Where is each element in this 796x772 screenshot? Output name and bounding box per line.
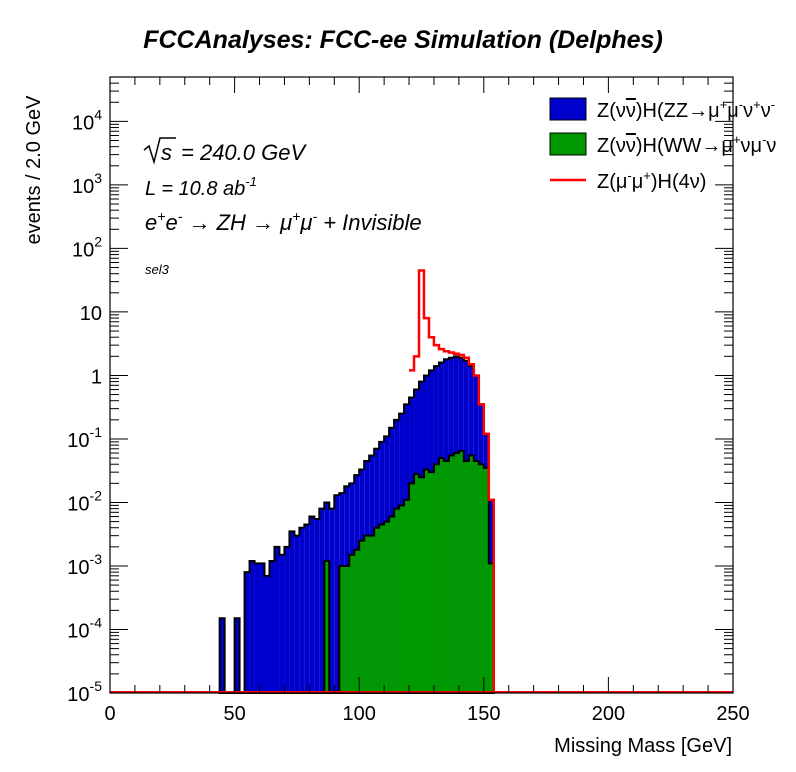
series-2-line [409, 269, 496, 693]
x-tick-label: 200 [592, 703, 625, 725]
x-tick-label: 150 [467, 703, 500, 725]
bar-series-0-bin-7 [269, 560, 275, 693]
bar-series-1-bin-11 [389, 516, 395, 693]
series-0-outline [218, 355, 495, 694]
bar-series-0-bin-1 [234, 618, 240, 693]
bar-series-1-bin-18 [423, 469, 429, 693]
sqrt-s-value: = 240.0 GeV [181, 140, 307, 165]
bar-series-0-bin-0 [219, 618, 225, 693]
bar-series-1-bin-8 [374, 527, 380, 693]
bar-series-1-bin-22 [443, 460, 449, 693]
process-text: e+e- → ZH → μ+μ- + Invisible [145, 208, 422, 235]
bar-series-0-bin-19 [329, 508, 335, 693]
x-tick-label: 250 [716, 703, 749, 725]
legend-swatch-ww [549, 132, 587, 156]
y-tick-label: 10-2 [67, 487, 102, 515]
annotation-lumi: L = 10.8 ab-1 [145, 174, 257, 200]
bar-series-0-bin-16 [314, 518, 320, 693]
bar-series-1-bin-19 [428, 472, 434, 693]
bar-series-0-bin-17 [319, 508, 325, 693]
bar-series-0-bin-8 [274, 546, 280, 693]
y-tick-label: 102 [72, 233, 102, 261]
bar-series-1-bin-15 [409, 483, 415, 693]
x-tick-label: 100 [343, 703, 376, 725]
bar-series-0-bin-3 [249, 560, 255, 693]
legend-label-signal: Z(μ-μ+)H(4ν) [597, 168, 706, 193]
bar-series-1-bin-3 [349, 554, 355, 693]
bar-series-0-bin-4 [254, 563, 260, 693]
bar-series-0-bin-6 [264, 575, 270, 693]
axes: 0 50 100 150 200 250 10-5 10-4 10-3 10-2 10-1 1 10 10… [67, 76, 750, 725]
sqrt-symbol-icon [143, 137, 176, 165]
bar-series-0-bin-20 [334, 495, 340, 693]
bar-series-1-bin-28 [473, 460, 479, 693]
bar-series-1-bin-23 [448, 455, 454, 693]
x-axis-label: Missing Mass [GeV] [554, 735, 732, 757]
y-tick-label: 104 [72, 106, 102, 134]
bar-series-0-bin-10 [284, 546, 290, 693]
y-tick-label: 103 [72, 170, 102, 198]
legend-swatch-zz [549, 97, 587, 121]
bar-series-1-bin-31 [488, 563, 494, 693]
bar-series-1-bin-10 [384, 521, 390, 693]
y-tick-label: 10-4 [67, 614, 102, 642]
sqrt-s-s: s [161, 140, 172, 165]
selection-label: sel3 [145, 262, 170, 277]
y-tick-label: 10-1 [67, 424, 102, 452]
bar-series-1-bin-4 [354, 549, 360, 693]
bar-series-0-bin-2 [244, 572, 250, 693]
annotation-process: e+e- → ZH → μ+μ- + Invisible [145, 208, 422, 235]
bar-series-1-bin-0 [324, 560, 330, 693]
chart-title: FCCAnalyses: FCC-ee Simulation (Delphes) [143, 26, 663, 54]
y-tick-label: 10-3 [67, 551, 102, 579]
bar-series-0-bin-14 [304, 524, 310, 693]
bar-series-1-bin-14 [404, 499, 410, 693]
bar-series-0-bin-15 [309, 516, 315, 693]
annotation-sqrt-s: s = 240.0 GeV [143, 137, 307, 165]
bar-series-1-bin-27 [468, 455, 474, 693]
series-1-outline [323, 449, 495, 694]
x-tick-label: 50 [223, 703, 245, 725]
legend-label-ww: Z(νν)H(WW→μ+νμ-ν [597, 132, 776, 157]
y-axis-label: events / 2.0 GeV [23, 95, 45, 245]
y-tick-label: 10-5 [67, 678, 102, 706]
bar-series-1-bin-5 [359, 540, 365, 693]
bar-series-1-bin-13 [399, 505, 405, 693]
bar-series-1-bin-21 [438, 458, 444, 693]
bar-series-1-bin-24 [453, 453, 459, 693]
bar-series-1-bin-1 [339, 565, 345, 693]
bar-series-1-bin-17 [419, 477, 424, 693]
lumi-text: L = 10.8 ab-1 [145, 174, 257, 200]
bar-series-1-bin-20 [433, 464, 439, 693]
legend-label-zz: Z(νν)H(ZZ→μ+μ-ν+ν- [597, 97, 775, 122]
series-1-bars [323, 449, 495, 694]
bar-series-1-bin-7 [369, 535, 375, 693]
bar-series-1-bin-16 [414, 474, 420, 693]
bar-series-1-bin-26 [463, 460, 469, 693]
y-tick-label: 1 [91, 366, 102, 388]
bar-series-1-bin-25 [458, 450, 464, 693]
x-tick-label: 0 [104, 703, 115, 725]
bar-series-1-bin-9 [379, 524, 385, 693]
bar-series-0-bin-12 [294, 535, 300, 693]
bar-series-0-bin-9 [279, 554, 285, 693]
bar-series-1-bin-29 [478, 464, 484, 693]
bar-series-1-bin-6 [364, 535, 370, 693]
legend: Z(νν)H(ZZ→μ+μ-ν+ν- Z(νν)H(WW→μ+νμ-ν Z(μ-… [549, 97, 776, 193]
y-tick-label: 10 [80, 303, 102, 325]
bar-series-0-bin-13 [299, 527, 305, 693]
bar-series-1-bin-2 [344, 565, 350, 693]
bar-series-0-bin-5 [259, 563, 265, 693]
bar-series-1-bin-30 [483, 467, 489, 693]
bar-series-0-bin-11 [289, 531, 295, 693]
histogram-bars [110, 269, 733, 694]
bar-series-1-bin-12 [394, 508, 400, 693]
